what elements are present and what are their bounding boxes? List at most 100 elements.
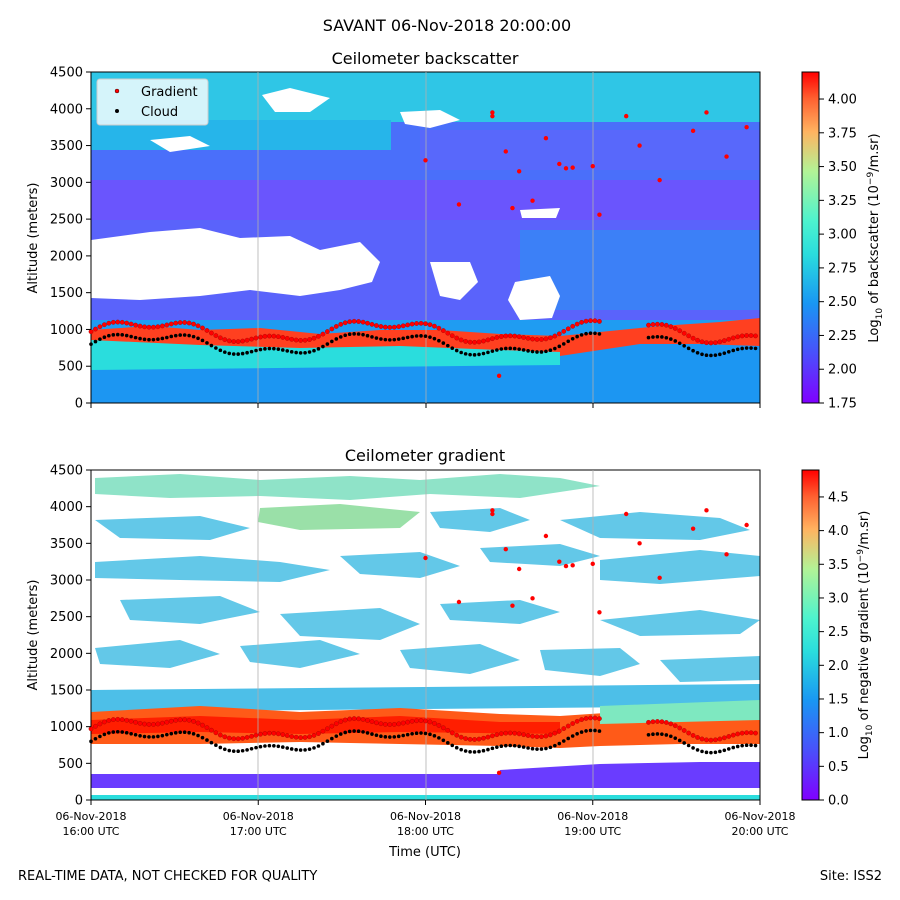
- gradient-marker: [704, 110, 709, 115]
- gradient-marker: [249, 336, 254, 342]
- gradient-marker: [539, 337, 544, 342]
- y-tick-label: 1000: [50, 323, 83, 338]
- gradient-marker: [164, 719, 170, 725]
- gradient-marker: [293, 337, 299, 343]
- cloud-marker: [383, 337, 388, 342]
- gradient-marker: [383, 722, 388, 727]
- gradient-marker: [708, 340, 714, 346]
- gradient-marker: [476, 339, 482, 345]
- gradient-marker: [708, 737, 714, 743]
- cloud-marker: [731, 745, 736, 750]
- gradient-marker: [552, 730, 558, 736]
- gradient-marker: [427, 719, 433, 725]
- cloud-marker: [93, 736, 98, 741]
- cloud-marker: [669, 337, 673, 341]
- gradient-marker: [262, 333, 268, 339]
- cloud-marker: [205, 738, 209, 742]
- cloud-marker: [682, 343, 686, 348]
- gradient-marker: [530, 733, 535, 739]
- gradient-marker: [329, 326, 335, 332]
- cloud-marker: [682, 741, 686, 745]
- cloud-marker: [236, 352, 240, 356]
- gradient-marker: [436, 723, 442, 728]
- gradient-marker: [231, 339, 237, 344]
- gradient-marker: [284, 336, 290, 341]
- gradient-marker: [436, 325, 442, 331]
- gradient-marker: [168, 321, 174, 327]
- cloud-marker: [726, 747, 731, 751]
- cloud-marker: [677, 738, 682, 743]
- gradient-marker: [744, 730, 749, 736]
- cloud-marker: [254, 745, 258, 750]
- y-tick-label: 2000: [50, 249, 83, 264]
- cloud-marker: [499, 347, 504, 351]
- gradient-marker: [365, 718, 370, 723]
- colorbar-tick-label: 3.25: [828, 194, 857, 209]
- gradient-marker: [721, 735, 727, 741]
- gradient-marker: [284, 733, 290, 738]
- gradient-marker: [570, 563, 575, 568]
- gradient-marker: [311, 733, 317, 738]
- gradient-marker: [592, 715, 598, 721]
- x-tick-date: 06-Nov-2018: [55, 810, 126, 823]
- cloud-marker: [98, 337, 102, 341]
- x-tick-date: 06-Nov-2018: [223, 810, 294, 823]
- gradient-marker: [548, 335, 553, 341]
- gradient-marker: [168, 718, 174, 724]
- gradient-marker: [106, 320, 112, 326]
- cloud-marker: [312, 746, 316, 750]
- cloud-marker: [138, 336, 142, 341]
- cloud-marker: [294, 350, 298, 355]
- gradient-marker: [597, 716, 602, 721]
- gradient-marker: [347, 319, 353, 325]
- backscatter-ylabel: Altitude (meters): [26, 183, 41, 294]
- gradient-marker: [543, 136, 549, 141]
- cloud-marker: [129, 334, 133, 339]
- cloud-marker: [231, 749, 236, 753]
- cloud-marker: [169, 334, 174, 339]
- cloud-marker: [539, 350, 544, 354]
- x-tick-time: 16:00 UTC: [62, 825, 119, 838]
- gradient-marker: [271, 730, 277, 736]
- gradient-marker: [164, 322, 170, 328]
- backscatter-markers: [88, 110, 758, 378]
- gradient-marker: [93, 326, 98, 332]
- cloud-marker: [691, 348, 695, 353]
- gradient-marker: [235, 736, 241, 742]
- gradient-marker: [637, 541, 642, 546]
- gradient-marker: [160, 323, 165, 329]
- cloud-marker: [280, 348, 285, 352]
- cloud-marker: [753, 346, 758, 351]
- gradient-marker: [351, 318, 357, 324]
- y-tick-label: 1000: [50, 720, 83, 735]
- cloud-marker: [441, 341, 446, 345]
- gradient-marker: [565, 326, 571, 332]
- cloud-marker: [722, 351, 727, 355]
- y-tick-label: 3000: [50, 176, 83, 191]
- gradient-marker: [271, 333, 277, 339]
- gradient-marker: [338, 322, 344, 327]
- gradient-marker: [128, 321, 134, 327]
- gradient-marker: [289, 336, 295, 342]
- y-tick-label: 3000: [50, 574, 83, 589]
- gradient-marker: [655, 321, 660, 327]
- gradient-marker: [463, 339, 468, 344]
- cloud-marker: [182, 333, 187, 337]
- cloud-marker: [686, 346, 691, 351]
- cloud-marker: [285, 746, 290, 750]
- gradient-marker: [472, 737, 477, 742]
- cloud-marker: [240, 748, 245, 753]
- cloud-marker: [396, 337, 401, 341]
- cloud-marker: [276, 347, 281, 351]
- cloud-marker: [561, 739, 566, 743]
- cloud-marker: [370, 335, 374, 339]
- x-tick-date: 06-Nov-2018: [724, 810, 795, 823]
- cloud-marker: [521, 348, 526, 352]
- cloud-marker: [169, 731, 174, 736]
- x-tick-time: 20:00 UTC: [731, 825, 788, 838]
- cloud-marker: [142, 337, 147, 342]
- gradient-marker: [476, 736, 482, 742]
- cloud-marker: [370, 732, 374, 736]
- cloud-marker: [307, 747, 312, 751]
- cloud-marker: [107, 731, 111, 735]
